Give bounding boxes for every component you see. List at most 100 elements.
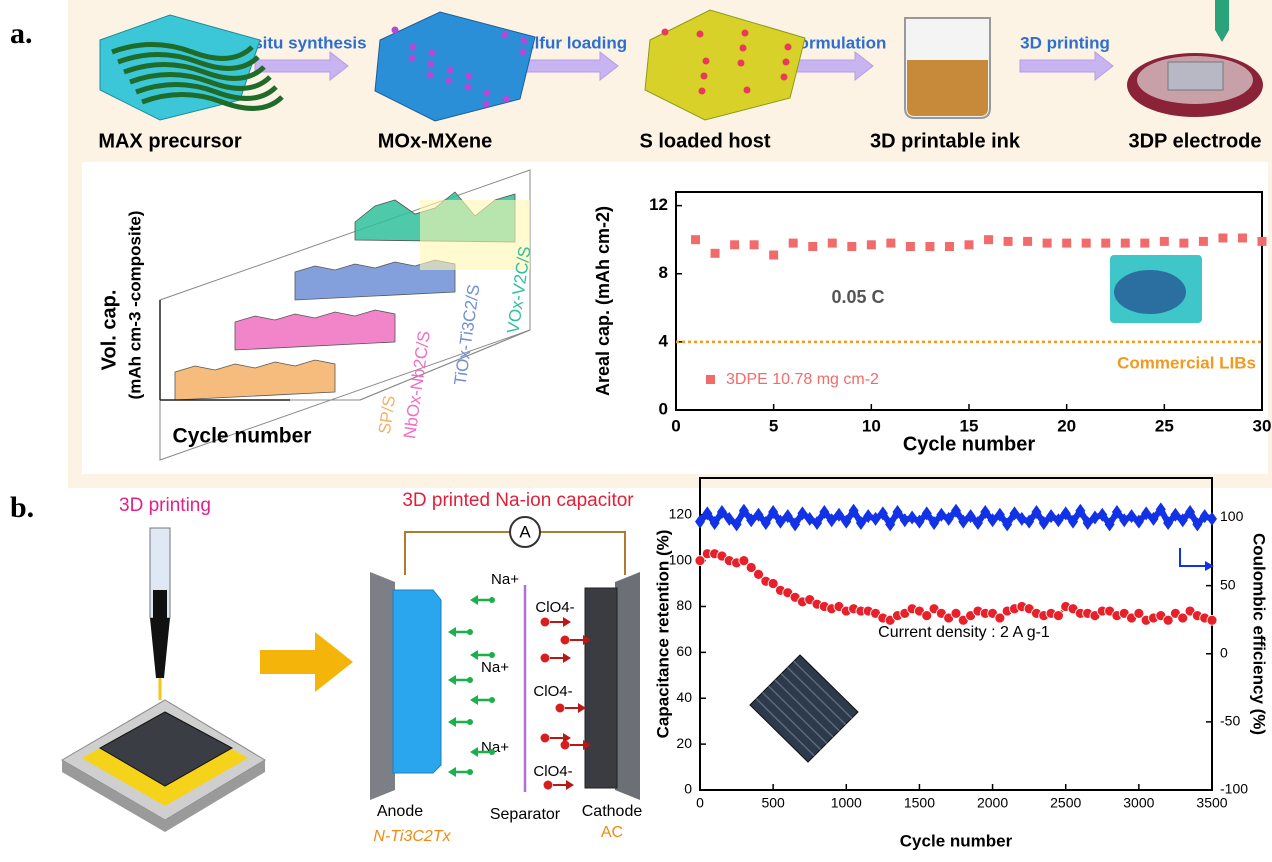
ion-label: Na+ <box>491 571 519 588</box>
y-axis-label: Areal cap. (mAh cm-2) <box>593 206 613 396</box>
x-tick-label: 5 <box>769 416 778 435</box>
ion <box>544 781 553 790</box>
mxene-particle <box>521 38 528 45</box>
diagram-title: 3D printing <box>119 495 211 516</box>
ion <box>467 719 473 725</box>
s-particle <box>699 88 706 95</box>
axis-indicator-arrow <box>1180 548 1208 566</box>
y2-tick-label: 100 <box>1220 508 1244 524</box>
s-particle <box>697 31 704 38</box>
ion <box>467 629 473 635</box>
y-tick-label: 0 <box>684 781 692 797</box>
data-point <box>1199 237 1208 246</box>
data-point <box>984 235 993 244</box>
x-tick-label: 2000 <box>977 795 1008 811</box>
data-point <box>1140 239 1149 248</box>
data-point <box>691 235 700 244</box>
ion <box>489 697 495 703</box>
ion-arrow-head <box>470 595 478 605</box>
data-point <box>711 249 720 258</box>
data-point <box>847 242 856 251</box>
reference-line-label: Commercial LIBs <box>1117 353 1256 372</box>
s-particle <box>738 60 745 67</box>
process-step-label: 3DP electrode <box>1128 130 1261 152</box>
mxene-particle <box>483 101 490 108</box>
ion <box>556 704 565 713</box>
data-point <box>1053 611 1063 621</box>
ion-arrow-head <box>448 767 456 777</box>
ion <box>489 749 495 755</box>
ion-arrow-head <box>470 747 478 757</box>
electrode-label: Anode <box>377 803 423 820</box>
x-tick-label: 0 <box>696 795 704 811</box>
process-step-label: 3D printable ink <box>870 130 1021 152</box>
ion-arrow-head <box>448 627 456 637</box>
diagram-title: 3D printed Na-ion capacitor <box>402 490 634 511</box>
data-point <box>1101 239 1110 248</box>
ion <box>489 597 495 603</box>
data-point <box>1062 239 1071 248</box>
x-tick-label: 500 <box>761 795 785 811</box>
mxene-particle <box>410 44 417 51</box>
data-point <box>828 239 837 248</box>
mxene-particle <box>446 78 453 85</box>
syringe-tip <box>150 618 170 678</box>
mxene-particle <box>392 27 399 34</box>
data-point <box>750 240 759 249</box>
data-point <box>1121 239 1130 248</box>
big-arrow <box>260 632 353 692</box>
x-tick-label: 1000 <box>831 795 862 811</box>
mxene-particle <box>520 49 527 56</box>
mxene-particle <box>447 67 454 74</box>
electrode-material: N-Ti3C2Tx <box>373 828 451 845</box>
ion-arrow-head <box>563 653 571 663</box>
data-point <box>945 242 954 251</box>
data-point <box>1207 615 1217 625</box>
schematic-x-label: Cycle number <box>173 425 312 448</box>
y-tick-label: 0 <box>659 399 668 418</box>
x-tick-label: 25 <box>1155 416 1174 435</box>
x-tick-label: 0 <box>671 416 680 435</box>
y-tick-label: 40 <box>676 689 692 705</box>
data-point <box>1218 233 1227 242</box>
mxene-particle <box>484 90 491 97</box>
ion-arrow-head <box>448 675 456 685</box>
data-point <box>925 242 934 251</box>
y-tick-label: 8 <box>659 263 668 282</box>
x-tick-label: 1500 <box>904 795 935 811</box>
data-point <box>808 242 817 251</box>
y-tick-label: 4 <box>659 331 669 350</box>
ion <box>561 741 570 750</box>
y-tick-label: 80 <box>676 597 692 613</box>
y2-tick-label: 50 <box>1220 576 1236 592</box>
ion-label: ClO4- <box>533 763 572 780</box>
ion-arrow-head <box>563 617 571 627</box>
s-particle <box>781 74 788 81</box>
mxene-particle <box>466 73 473 80</box>
x-axis-label: Cycle number <box>900 831 1013 850</box>
mxene-particle <box>502 32 509 39</box>
mxene-particle <box>429 50 436 57</box>
ion-arrow-head <box>470 695 478 705</box>
ion <box>467 769 473 775</box>
electrode-label: Cathode <box>582 803 643 820</box>
data-point <box>906 242 915 251</box>
ion-arrow-head <box>470 650 478 660</box>
s-particle <box>785 44 792 51</box>
s-particle <box>742 30 749 37</box>
y2-tick-label: 0 <box>1220 644 1228 660</box>
y2-tick-label: -50 <box>1220 713 1240 729</box>
legend-marker <box>706 375 715 384</box>
x-tick-label: 30 <box>1253 416 1272 435</box>
cathode-material <box>585 588 617 788</box>
x-tick-label: 2500 <box>1050 795 1081 811</box>
s-particle <box>662 29 669 36</box>
y-tick-label: 60 <box>676 643 692 659</box>
panel-label: b. <box>10 491 34 524</box>
data-point <box>1043 239 1052 248</box>
data-point <box>1258 237 1267 246</box>
process-step-label: S loaded host <box>639 130 770 152</box>
ion-label: ClO4- <box>535 599 574 616</box>
annotation: 0.05 C <box>831 287 884 307</box>
data-point <box>1238 233 1247 242</box>
